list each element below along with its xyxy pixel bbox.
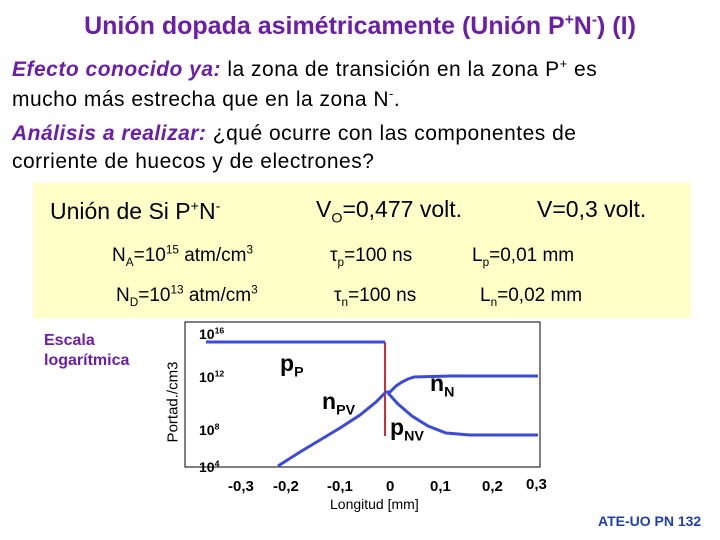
x-tick: 0,3	[526, 476, 547, 493]
majority-electrons-curve	[385, 374, 538, 394]
x-tick: -0,2	[273, 478, 299, 495]
y-tick-1e8: 108	[199, 421, 220, 438]
curve-label-pnv: pNV	[390, 414, 424, 445]
x-tick: 0	[386, 478, 395, 495]
electron-lifetime: τn=100 ns	[334, 285, 417, 309]
hole-diffusion-length: Lp=0,01 mm	[472, 245, 575, 269]
hole-lifetime: τp=100 ns	[330, 245, 413, 269]
log-scale-note: Escala logarítmica	[44, 332, 130, 369]
y-tick-1e16: 1016	[199, 325, 225, 342]
intro-line-2: mucho más estrecha que en la zona N-.	[12, 86, 401, 111]
curve-label-nn: nN	[430, 370, 455, 401]
x-tick: -0,3	[228, 478, 254, 495]
curve-label-pp: pP	[280, 350, 304, 381]
parameter-panel	[33, 183, 691, 318]
electron-diffusion-length: Ln=0,02 mm	[480, 285, 583, 309]
x-tick: 0,2	[482, 478, 503, 495]
minority-electrons-curve	[277, 391, 387, 468]
minority-holes-curve	[386, 391, 538, 437]
x-tick: -0,1	[327, 478, 353, 495]
junction-label: Unión de Si P+N-	[50, 198, 221, 224]
curve-label-npv: nPV	[322, 388, 356, 419]
plot-frame	[184, 321, 541, 468]
intro-line-1: Efecto conocido ya: la zona de transició…	[12, 56, 598, 81]
built-in-voltage: VO=0,477 volt.	[316, 196, 462, 227]
applied-voltage: V=0,3 volt.	[537, 196, 647, 222]
acceptor-concentration: NA=1015 atm/cm3	[112, 243, 254, 269]
y-tick-1e4: 104	[199, 458, 220, 475]
slide-title: Unión dopada asimétricamente (Unión P+N-…	[84, 11, 636, 40]
y-tick-1e12: 1012	[199, 368, 225, 385]
x-tick: 0,1	[430, 478, 451, 495]
x-axis-label: Longitud [mm]	[330, 496, 419, 512]
slide-footer: ATE-UO PN 132	[598, 513, 702, 529]
donor-concentration: ND=1013 atm/cm3	[116, 283, 258, 309]
intro-line-4: corriente de huecos y de electrones?	[12, 150, 375, 173]
intro-line-3: Análisis a realizar: ¿qué ocurre con las…	[12, 122, 577, 145]
